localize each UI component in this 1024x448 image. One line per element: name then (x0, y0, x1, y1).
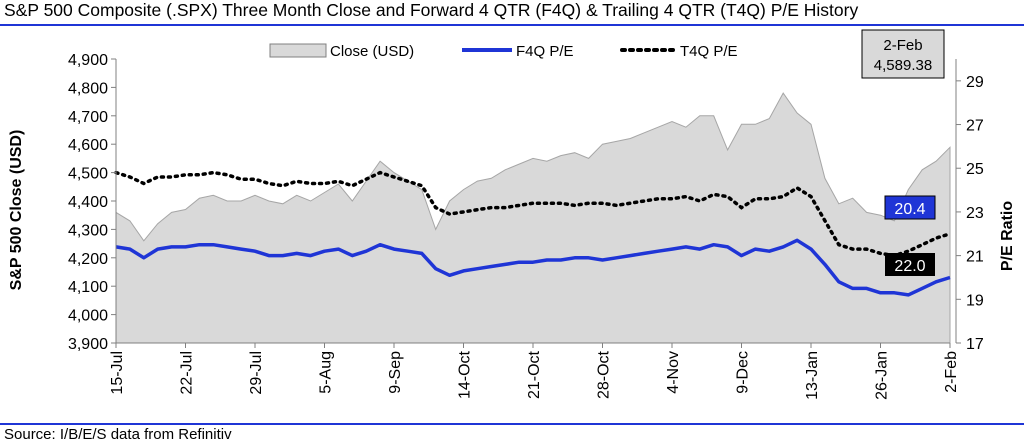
f4q-callout-box (884, 195, 936, 220)
legend-label-f4q: F4Q P/E (516, 43, 574, 60)
last-close-box (861, 29, 945, 79)
x-tick-label: 22-Jul (179, 351, 196, 395)
y-tick-label: 4,600 (68, 137, 108, 154)
y2-tick-label: 17 (966, 336, 984, 353)
t4q-callout: 22.0 (885, 253, 935, 276)
pe-lines-layer (114, 170, 952, 297)
t4q-callout-box (885, 253, 935, 276)
x-tick-label: 4-Nov (665, 351, 682, 394)
y-tick-label: 4,700 (68, 109, 108, 126)
y2-tick-label: 21 (966, 249, 984, 266)
y-tick-label: 4,000 (68, 308, 108, 325)
x-tick-label: 9-Sep (387, 351, 404, 394)
y2-tick-label: 29 (966, 74, 984, 91)
x-tick-label: 13-Jan (804, 351, 821, 400)
y2-axis-label: P/E Ratio (999, 201, 1016, 271)
y2-tick-label: 27 (966, 118, 984, 135)
legend-label-close: Close (USD) (330, 43, 414, 60)
f4q-callout-value: 20.4 (894, 201, 925, 218)
y2-tick-label: 19 (966, 292, 984, 309)
y-tick-label: 4,900 (68, 52, 108, 69)
x-tick-label: 29-Jul (248, 351, 265, 395)
y-tick-label: 4,400 (68, 194, 108, 211)
x-tick-label: 14-Oct (457, 350, 474, 399)
tick-labels-layer: 3,900 4,000 4,100 4,200 4,300 4,400 4,500 4,600… (68, 52, 984, 400)
y2-tick-label: 25 (966, 161, 984, 178)
legend: Close (USD) F4Q P/E T4Q P/E (269, 43, 738, 60)
f4q-callout: 20.4 (884, 195, 936, 220)
x-tick-label: 5-Aug (318, 351, 335, 394)
title-rule (0, 24, 1024, 26)
y2-tick-label: 23 (966, 205, 984, 222)
last-close-callout: 2-Feb 4,589.38 (861, 29, 945, 79)
chart-title: S&P 500 Composite (.SPX) Three Month Clo… (4, 0, 859, 20)
y-tick-label: 4,100 (68, 279, 108, 296)
y-axis-label: S&P 500 Close (USD) (8, 130, 25, 291)
x-tick-label: 2-Feb (943, 351, 960, 393)
legend-swatch-close (269, 43, 327, 58)
pe-history-chart: 3,900 4,000 4,100 4,200 4,300 4,400 4,500 4,600… (8, 29, 1016, 400)
t4q-callout-value: 22.0 (894, 258, 925, 275)
y-tick-label: 4,500 (68, 166, 108, 183)
x-tick-label: 26-Jan (874, 351, 891, 400)
footer-rule (0, 423, 1024, 425)
y-tick-label: 4,800 (68, 80, 108, 97)
x-tick-label: 15-Jul (109, 351, 126, 395)
x-tick-label: 28-Oct (596, 350, 613, 399)
source-note: Source: I/B/E/S data from Refinitiv (4, 426, 232, 443)
close-area-series (115, 92, 951, 344)
close-area-layer (115, 92, 951, 344)
y-tick-label: 3,900 (68, 336, 108, 353)
y-tick-label: 4,200 (68, 251, 108, 268)
legend-label-t4q: T4Q P/E (680, 43, 738, 60)
x-tick-label: 21-Oct (526, 350, 543, 399)
y-tick-label: 4,300 (68, 222, 108, 239)
last-date-label: 2-Feb (883, 37, 922, 54)
x-tick-label: 9-Dec (735, 351, 752, 394)
last-close-value: 4,589.38 (874, 57, 932, 74)
f4q-pe-series (115, 238, 951, 297)
t4q-pe-series (114, 170, 952, 258)
